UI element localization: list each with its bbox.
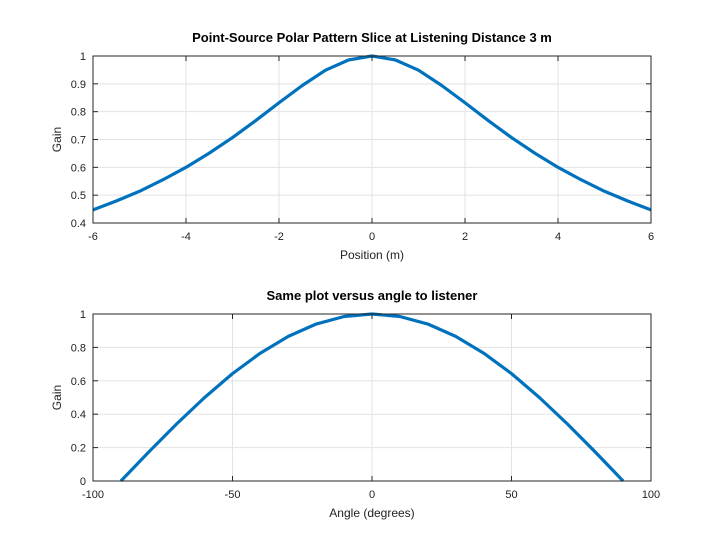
bottom-chart-title: Same plot versus angle to listener: [267, 288, 478, 303]
bottom-y-tick-label: 0.6: [71, 376, 86, 388]
top-x-tick-label: -6: [88, 231, 98, 243]
bottom-y-tick-label: 0.2: [71, 443, 86, 455]
top-chart-title: Point-Source Polar Pattern Slice at List…: [192, 30, 552, 45]
bottom-x-tick-label: 100: [642, 489, 660, 501]
bottom-y-axis-label: Gain: [50, 385, 64, 410]
top-x-tick-label: 0: [369, 231, 375, 243]
bottom-plot: -100 -50 0 50 100 0 0.2 0.4 0.6 0.8 1 Same plot ver…: [50, 288, 660, 520]
top-x-tick-label: 6: [648, 231, 654, 243]
bottom-x-tick-label: -100: [82, 489, 104, 501]
top-y-tick-label: 0.4: [71, 218, 86, 230]
top-y-tick-label: 0.7: [71, 135, 86, 147]
top-y-axis-label: Gain: [50, 127, 64, 152]
top-x-axis-label: Position (m): [340, 248, 404, 262]
top-x-tick-label: 4: [555, 231, 561, 243]
top-x-tick-label: -4: [181, 231, 191, 243]
top-y-tick-label: 0.9: [71, 79, 86, 91]
top-plot: -6 -4 -2 0 2 4 6 0.4 0.5 0.6 0.7 0.8 0.9 1 Point-Sourc…: [50, 30, 654, 262]
top-y-tick-label: 0.6: [71, 162, 86, 174]
bottom-x-tick-label: 50: [505, 489, 517, 501]
bottom-y-tick-label: 1: [80, 309, 86, 321]
bottom-y-tick-label: 0.4: [71, 409, 86, 421]
top-x-tick-label: 2: [462, 231, 468, 243]
top-x-tick-label: -2: [274, 231, 284, 243]
bottom-x-tick-label: -50: [225, 489, 241, 501]
bottom-x-axis-label: Angle (degrees): [329, 506, 414, 520]
bottom-x-tick-label: 0: [369, 489, 375, 501]
bottom-y-tick-label: 0: [80, 476, 86, 488]
top-y-tick-label: 0.5: [71, 190, 86, 202]
top-y-tick-label: 1: [80, 51, 86, 63]
top-y-tick-label: 0.8: [71, 107, 86, 119]
bottom-y-tick-label: 0.8: [71, 342, 86, 354]
